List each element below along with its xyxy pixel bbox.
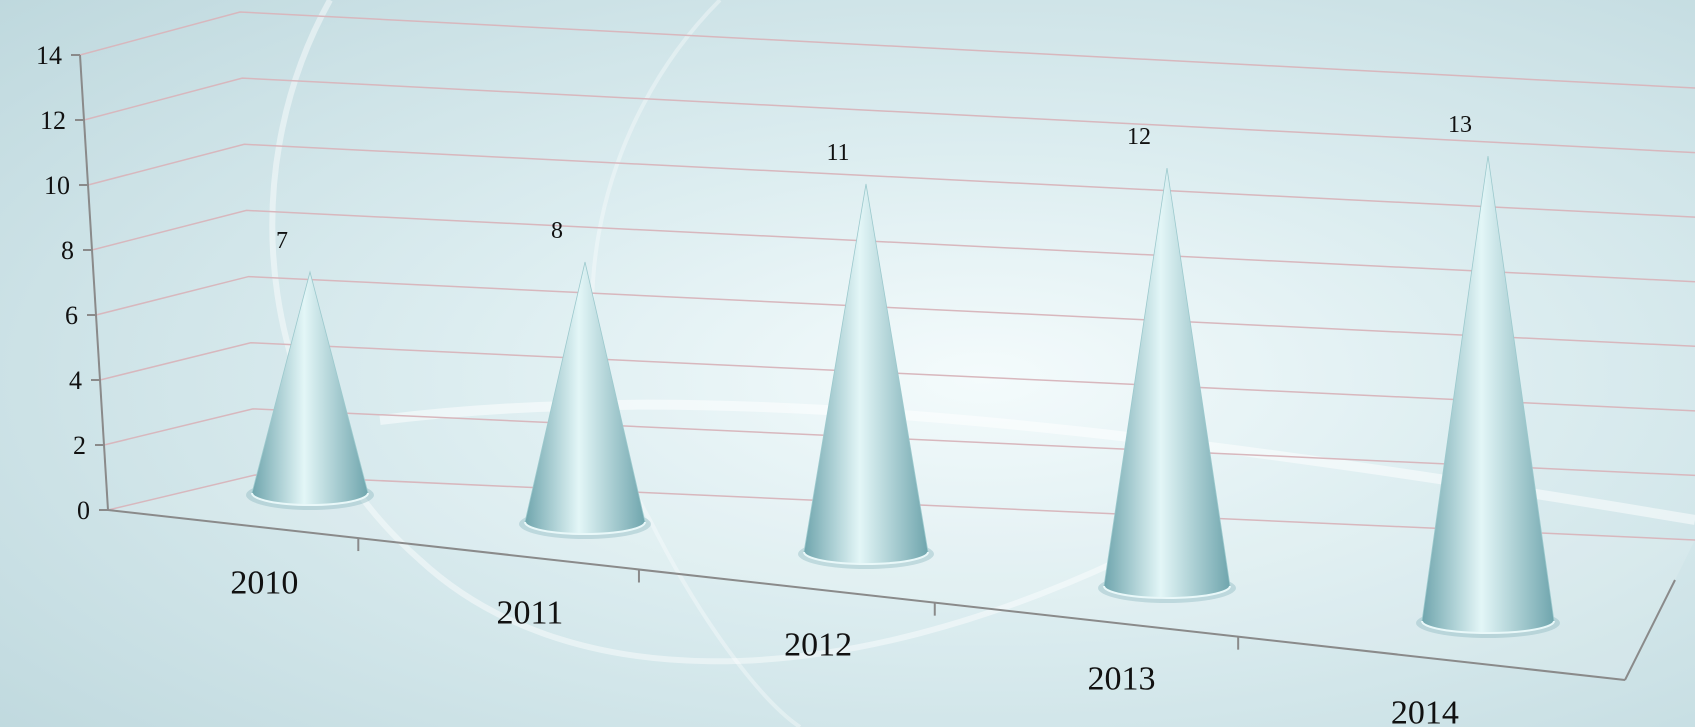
x-axis-categories: 2010 2011 2012 2013 2014 <box>230 565 1459 727</box>
y-tick-label: 4 <box>69 366 82 395</box>
cone-bar <box>246 270 374 510</box>
background-swirl <box>269 0 1122 665</box>
x-tick-label: 2014 <box>1391 695 1459 727</box>
x-tick-label: 2010 <box>230 565 298 602</box>
chart-floor <box>108 475 1695 680</box>
cone-base-rim <box>1103 585 1231 599</box>
cone-bar <box>519 261 651 539</box>
data-labels: 7 8 11 12 13 <box>276 112 1472 254</box>
cone-base-rim <box>803 551 929 565</box>
x-tick-label: 2011 <box>496 594 563 631</box>
y-axis-line <box>79 54 109 511</box>
axes <box>79 54 1676 681</box>
y-tick-label: 14 <box>36 41 62 70</box>
data-label: 7 <box>276 228 288 254</box>
cone-base-rim <box>524 521 646 535</box>
y-tick-label: 6 <box>65 301 78 330</box>
data-label: 12 <box>1127 124 1151 150</box>
floor-edge-line <box>1624 579 1676 681</box>
gridline <box>91 209 1695 283</box>
y-tick-label: 2 <box>73 431 86 460</box>
cone-bar <box>1416 155 1560 638</box>
gridline <box>79 11 1695 89</box>
cone-marks <box>246 155 1560 638</box>
gridline <box>83 77 1695 154</box>
x-tick-label: 2013 <box>1087 661 1155 698</box>
gridlines <box>79 11 1695 680</box>
data-label: 11 <box>826 140 849 166</box>
gridline <box>103 408 1695 477</box>
gridline <box>95 275 1695 348</box>
y-tick-label: 10 <box>44 171 70 200</box>
y-axis-ticks: 0 2 4 6 8 10 12 14 <box>36 41 1240 650</box>
gridline <box>99 341 1695 412</box>
data-label: 13 <box>1448 112 1472 138</box>
cone-bar <box>1098 167 1236 603</box>
cone-bar <box>798 183 934 569</box>
cone-base-rim <box>251 492 369 506</box>
cone-base-rim <box>1421 620 1555 634</box>
y-tick-label: 8 <box>61 236 74 265</box>
x-axis-line <box>107 509 1626 681</box>
y-tick-label: 0 <box>77 496 90 525</box>
data-label: 8 <box>551 218 563 244</box>
gridline <box>87 143 1695 218</box>
y-tick-label: 12 <box>40 106 66 135</box>
x-tick-label: 2012 <box>784 627 852 664</box>
